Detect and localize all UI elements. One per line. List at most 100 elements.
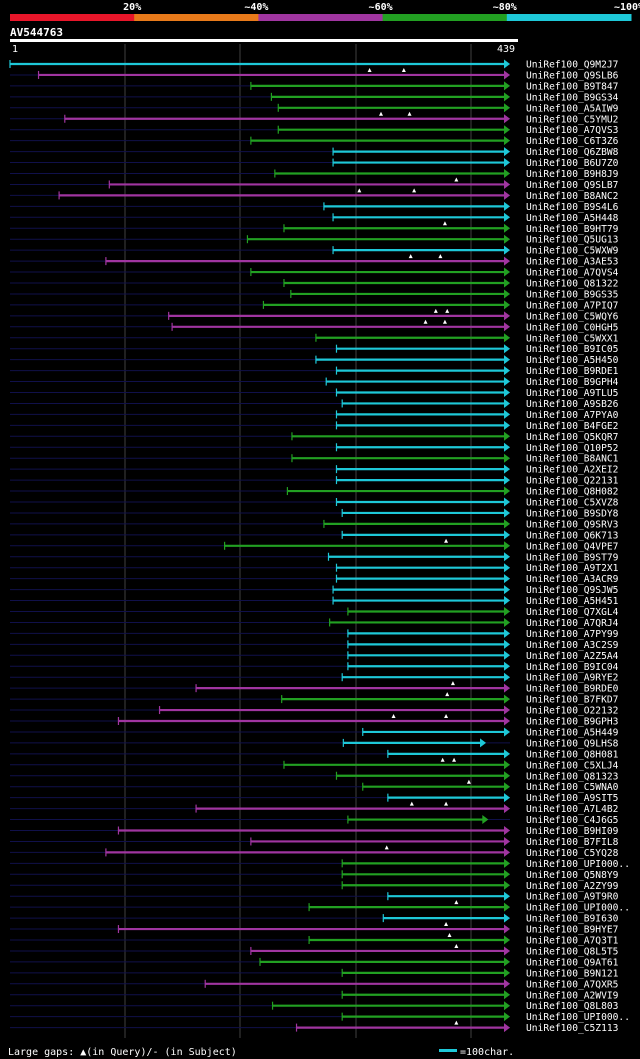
hit-label[interactable]: UniRef100_A7PYA0 [526, 410, 619, 421]
hit-row[interactable]: UniRef100_A2ZY99 [10, 880, 619, 892]
hit-row[interactable]: UniRef100_UPI000.. [10, 858, 630, 870]
hit-label[interactable]: UniRef100_Q9SRV3 [526, 519, 619, 530]
hit-label[interactable]: UniRef100_B9GPH3 [526, 717, 619, 728]
hit-row[interactable]: UniRef100_A9TLU5 [10, 388, 618, 399]
hit-label[interactable]: UniRef100_A7PIQ7 [526, 300, 619, 311]
hit-label[interactable]: UniRef100_A7PY99 [526, 629, 619, 640]
hit-label[interactable]: UniRef100_A9SB26 [526, 399, 619, 410]
hit-row[interactable]: UniRef100_A7Q3T1 [10, 933, 619, 947]
hit-row[interactable]: UniRef100_C5WQY6 [10, 308, 619, 323]
hit-row[interactable]: UniRef100_B9ST79 [10, 552, 619, 563]
hit-label[interactable]: UniRef100_Q81323 [526, 771, 619, 782]
hit-row[interactable]: UniRef100_B9I630 [10, 913, 619, 925]
hit-row[interactable]: UniRef100_B9HYE7 [10, 922, 619, 936]
hit-row[interactable]: UniRef100_A7PYA0 [10, 409, 619, 421]
hit-row[interactable]: UniRef100_Q7XGL4 [10, 607, 619, 618]
hit-label[interactable]: UniRef100_B9GPH4 [526, 377, 619, 388]
hit-label[interactable]: UniRef100_C6T3Z6 [526, 136, 619, 147]
hit-label[interactable]: UniRef100_B9HYE7 [526, 925, 619, 936]
hit-label[interactable]: UniRef100_C5WXW9 [526, 246, 619, 257]
hit-label[interactable]: UniRef100_Q9LHS8 [526, 738, 619, 749]
hit-row[interactable]: UniRef100_A5H448 [10, 212, 619, 224]
hit-row[interactable]: UniRef100_B9IC05 [10, 344, 618, 355]
hit-label[interactable]: UniRef100_UPI000.. [526, 859, 630, 870]
hit-row[interactable]: UniRef100_A3AE53 [10, 254, 619, 268]
hit-label[interactable]: UniRef100_UPI000.. [526, 903, 630, 914]
hit-label[interactable]: UniRef100_A3C2S9 [526, 640, 619, 651]
hit-row[interactable]: UniRef100_B7FIL8 [10, 836, 619, 848]
hit-row[interactable]: UniRef100_UPI000.. [10, 900, 630, 914]
hit-label[interactable]: UniRef100_B9S4L6 [526, 202, 619, 213]
hit-row[interactable]: UniRef100_Q8L803 [10, 1001, 619, 1012]
hit-label[interactable]: UniRef100_C5YQ28 [526, 848, 619, 859]
hit-label[interactable]: UniRef100_Q4VPE7 [526, 541, 619, 552]
hit-label[interactable]: UniRef100_Q9SJW5 [526, 585, 618, 596]
hit-label[interactable]: UniRef100_B9HT79 [526, 224, 619, 235]
hit-label[interactable]: UniRef100_A9RYE2 [526, 673, 618, 684]
hit-label[interactable]: UniRef100_Q9AT61 [526, 957, 619, 968]
hit-row[interactable]: UniRef100_Q22131 [10, 475, 619, 487]
hit-label[interactable]: UniRef100_Q5N8Y9 [526, 870, 619, 881]
hit-row[interactable]: UniRef100_B8ANC2 [10, 188, 618, 202]
hit-row[interactable]: UniRef100_B9HT79 [10, 221, 619, 235]
hit-row[interactable]: UniRef100_A7L4B2 [10, 801, 618, 816]
hit-row[interactable]: UniRef100_O22132 [10, 705, 618, 717]
hit-row[interactable]: UniRef100_A7QVS4 [10, 267, 619, 279]
hit-label[interactable]: UniRef100_B9T847 [526, 81, 619, 92]
hit-row[interactable]: UniRef100_A2XEI2 [10, 464, 618, 476]
hit-label[interactable]: UniRef100_Q5KQR7 [526, 432, 619, 443]
hit-row[interactable]: UniRef100_B7FKD7 [10, 692, 619, 706]
hit-label[interactable]: UniRef100_Q9M2J7 [526, 60, 619, 71]
hit-row[interactable]: UniRef100_B9S4L6 [10, 201, 619, 213]
hit-label[interactable]: UniRef100_A5H449 [526, 727, 619, 738]
hit-label[interactable]: UniRef100_Q81322 [526, 279, 618, 290]
hit-row[interactable]: UniRef100_A2Z5A4 [10, 650, 619, 662]
hit-label[interactable]: UniRef100_Q5UG13 [526, 235, 619, 246]
hit-label[interactable]: UniRef100_C4J6G5 [526, 815, 618, 826]
hit-row[interactable]: UniRef100_Q6K713 [10, 530, 619, 541]
hit-label[interactable]: UniRef100_A9SIT5 [526, 793, 618, 804]
hit-row[interactable]: UniRef100_A7PIQ7 [10, 300, 619, 311]
hit-label[interactable]: UniRef100_A7QVS3 [526, 125, 619, 136]
hit-label[interactable]: UniRef100_B9RDE0 [526, 684, 619, 695]
hit-label[interactable]: UniRef100_A7Q3T1 [526, 936, 619, 947]
hit-label[interactable]: UniRef100_B9HI09 [526, 826, 619, 837]
hit-row[interactable]: UniRef100_A9SIT5 [10, 793, 618, 804]
hit-row[interactable]: UniRef100_A3C2S9 [10, 639, 619, 651]
hit-label[interactable]: UniRef100_O22132 [526, 706, 618, 717]
hit-row[interactable]: UniRef100_B9RDE0 [10, 681, 619, 695]
hit-row[interactable]: UniRef100_A9SB26 [10, 398, 619, 410]
hit-row[interactable]: UniRef100_Q81323 [10, 771, 619, 782]
hit-row[interactable]: UniRef100_A9T9R0 [10, 891, 619, 903]
hit-label[interactable]: UniRef100_B8ANC2 [526, 191, 618, 202]
hit-row[interactable]: UniRef100_B9GS34 [10, 92, 619, 103]
hit-row[interactable]: UniRef100_Q9LHS8 [10, 738, 619, 749]
hit-label[interactable]: UniRef100_B8ANC1 [526, 454, 619, 465]
hit-label[interactable]: UniRef100_A7L4B2 [526, 804, 618, 815]
hit-row[interactable]: UniRef100_C5WNA0 [10, 779, 619, 794]
hit-row[interactable]: UniRef100_C0HGH5 [10, 319, 618, 334]
hit-label[interactable]: UniRef100_A2Z5A4 [526, 651, 619, 662]
hit-label[interactable]: UniRef100_B9H8J9 [526, 169, 619, 180]
hit-label[interactable]: UniRef100_B7FKD7 [526, 695, 619, 706]
hit-row[interactable]: UniRef100_Q10P52 [10, 442, 618, 454]
hit-row[interactable]: UniRef100_B6U7Z0 [10, 158, 619, 169]
hit-label[interactable]: UniRef100_Q6ZBW8 [526, 147, 619, 158]
hit-label[interactable]: UniRef100_C0HGH5 [526, 322, 618, 333]
hit-row[interactable]: UniRef100_Q9SLB6 [10, 67, 619, 82]
hit-row[interactable]: UniRef100_Q9SLB7 [10, 177, 619, 191]
hit-label[interactable]: UniRef100_B7FIL8 [526, 837, 619, 848]
hit-row[interactable]: UniRef100_A9RYE2 [10, 672, 618, 684]
hit-label[interactable]: UniRef100_B9I630 [526, 914, 619, 925]
hit-row[interactable]: UniRef100_A5AIW9 [10, 103, 619, 114]
hit-label[interactable]: UniRef100_A5H450 [526, 355, 619, 366]
hit-label[interactable]: UniRef100_B4FGE2 [526, 421, 618, 432]
hit-row[interactable]: UniRef100_Q9SRV3 [10, 519, 619, 530]
hit-row[interactable]: UniRef100_B9T847 [10, 81, 619, 92]
hit-label[interactable]: UniRef100_UPI000.. [526, 1012, 630, 1023]
hit-label[interactable]: UniRef100_Q9SLB7 [526, 180, 619, 191]
hit-label[interactable]: UniRef100_A9TLU5 [526, 388, 618, 399]
hit-label[interactable]: UniRef100_Q7XGL4 [526, 607, 619, 618]
hit-label[interactable]: UniRef100_Q6K713 [526, 530, 619, 541]
hit-row[interactable]: UniRef100_B8ANC1 [10, 453, 619, 465]
